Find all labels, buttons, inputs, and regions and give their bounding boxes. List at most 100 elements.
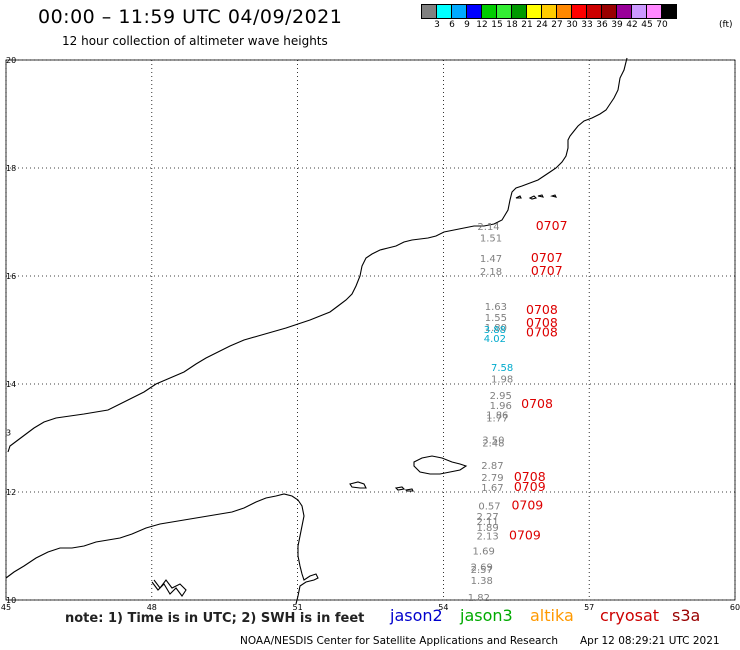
legend-tick-label: 39 bbox=[611, 20, 623, 30]
satellite-altika-label: altika bbox=[530, 606, 574, 625]
wave-height-label: 2.11 bbox=[476, 517, 498, 528]
map-frame bbox=[5, 59, 736, 601]
pass-time-label: 0708 bbox=[521, 396, 553, 411]
socotra-island bbox=[413, 455, 468, 475]
wave-height-label: 1.67 bbox=[481, 483, 503, 494]
lat-tick-label: 12 bbox=[6, 488, 16, 497]
wave-height-label: 2.69 bbox=[471, 562, 493, 573]
generated-timestamp: Apr 12 08:29:21 UTC 2021 bbox=[580, 635, 720, 647]
wave-height-label: 1.47 bbox=[480, 254, 502, 265]
lon-tick-label: 60 bbox=[730, 603, 740, 612]
wave-height-label: 4.02 bbox=[484, 334, 506, 345]
kuria-muria-d bbox=[550, 194, 558, 198]
lat-tick-label: 18 bbox=[6, 164, 16, 173]
wave-height-label: 1.98 bbox=[491, 374, 513, 385]
wave-height-label: 1.63 bbox=[485, 302, 507, 313]
satellite-cryosat-label: cryosat bbox=[600, 606, 660, 625]
small-islet-b bbox=[404, 488, 414, 492]
legend-tick-label: 70 bbox=[656, 20, 668, 30]
pass-time-label: 0708 bbox=[526, 324, 558, 339]
coastline-arabia bbox=[7, 57, 628, 453]
wave-height-label: 1.38 bbox=[471, 576, 493, 587]
color-scale-bar bbox=[421, 4, 677, 19]
lat-tick-label: 14 bbox=[6, 380, 16, 389]
legend-tick-label: 30 bbox=[566, 20, 578, 30]
lon-tick-label: 45 bbox=[1, 603, 11, 612]
wave-height-label: 2.95 bbox=[490, 391, 512, 402]
credit-line: NOAA/NESDIS Center for Satellite Applica… bbox=[240, 635, 558, 647]
legend-tick-label: 45 bbox=[641, 20, 653, 30]
wave-height-label: 1.89 bbox=[476, 523, 498, 534]
pass-time-label: 0707 bbox=[531, 250, 563, 265]
coastline-somalia bbox=[5, 493, 319, 605]
unit-label: (ft) bbox=[719, 20, 733, 30]
pass-time-label: 0709 bbox=[511, 497, 543, 512]
pass-time-label: 0708 bbox=[526, 315, 558, 330]
coastline bbox=[5, 57, 628, 605]
abd-al-kuri-island bbox=[349, 481, 367, 489]
coastal-reefs bbox=[151, 579, 187, 597]
wave-height-label: 3.50 bbox=[482, 435, 504, 446]
map-data-labels: 2.141.51 1.47 2.18 1.631.551.803.884.02 7.58… bbox=[468, 218, 568, 604]
left-edge-label: 3 bbox=[6, 429, 11, 438]
legend-tick-label: 18 bbox=[506, 20, 518, 30]
legend-tick-label: 21 bbox=[521, 20, 533, 30]
pass-time-label: 0709 bbox=[509, 528, 541, 543]
lat-tick-label: 10 bbox=[6, 596, 16, 605]
wave-height-label: 2.14 bbox=[477, 222, 499, 233]
lon-tick-label: 51 bbox=[293, 603, 303, 612]
wave-height-label: 1.77 bbox=[486, 413, 508, 424]
wave-height-label: 2.79 bbox=[481, 473, 503, 484]
satellite-jason3-label: jason3 bbox=[460, 606, 513, 625]
wave-height-label: 1.82 bbox=[468, 593, 490, 604]
legend-swatch-16 bbox=[661, 4, 677, 19]
legend-tick-label: 24 bbox=[536, 20, 548, 30]
wave-height-label: 2.87 bbox=[481, 461, 503, 472]
lon-tick-label: 54 bbox=[438, 603, 448, 612]
legend-tick-label: 27 bbox=[551, 20, 563, 30]
wave-height-label: 2.18 bbox=[480, 267, 502, 278]
wave-height-label: 1.96 bbox=[490, 401, 512, 412]
legend-tick-label: 42 bbox=[626, 20, 638, 30]
wave-height-label: 1.69 bbox=[473, 547, 495, 558]
wave-height-label: 7.58 bbox=[491, 363, 513, 374]
legend-tick-label: 6 bbox=[449, 20, 455, 30]
wave-height-label: 1.86 bbox=[486, 411, 508, 422]
legend-tick-label: 9 bbox=[464, 20, 470, 30]
pass-time-label: 0708 bbox=[526, 302, 558, 317]
color-scale-labels: 3 6 9 12 15 18 21 24 27 30 33 36 39 42 45 70 bbox=[421, 19, 676, 31]
legend-tick-label: 33 bbox=[581, 20, 593, 30]
small-islet-a bbox=[394, 486, 406, 491]
wave-height-label: 1.51 bbox=[480, 233, 502, 244]
lat-tick-label: 16 bbox=[6, 272, 16, 281]
kuria-muria-b bbox=[528, 195, 538, 200]
pass-time-label: 0709 bbox=[514, 479, 546, 494]
pass-time-label: 0708 bbox=[514, 469, 546, 484]
satellite-s3a-label: s3a bbox=[672, 606, 701, 625]
wave-height-label: 2.57 bbox=[471, 565, 493, 576]
lon-tick-label: 57 bbox=[584, 603, 594, 612]
satellite-jason2-label: jason2 bbox=[390, 606, 443, 625]
legend-tick-label: 3 bbox=[434, 20, 440, 30]
pass-time-label: 0707 bbox=[536, 218, 568, 233]
wave-height-label: 2.13 bbox=[476, 532, 498, 543]
wave-height-label: 0.57 bbox=[478, 501, 500, 512]
kuria-muria-a bbox=[515, 195, 522, 199]
wave-height-label: 1.80 bbox=[485, 323, 507, 334]
page-title: 00:00 – 11:59 UTC 04/09/2021 bbox=[38, 6, 343, 28]
legend-tick-label: 12 bbox=[476, 20, 488, 30]
wave-height-label: 2.48 bbox=[482, 439, 504, 450]
footer-note: note: 1) Time is in UTC; 2) SWH is in fe… bbox=[65, 611, 365, 626]
pass-time-label: 0707 bbox=[531, 263, 563, 278]
wave-height-label: 1.55 bbox=[485, 313, 507, 324]
wave-height-label: 3.88 bbox=[484, 325, 506, 336]
legend-tick-label: 36 bbox=[596, 20, 608, 30]
wave-height-label: 2.27 bbox=[476, 512, 498, 523]
kuria-muria-c bbox=[537, 194, 544, 198]
page-subtitle: 12 hour collection of altimeter wave hei… bbox=[62, 34, 328, 48]
legend-tick-label: 15 bbox=[491, 20, 503, 30]
lon-tick-label: 48 bbox=[147, 603, 157, 612]
color-scale-legend: 3 6 9 12 15 18 21 24 27 30 33 36 39 42 45 70 bbox=[421, 4, 677, 31]
